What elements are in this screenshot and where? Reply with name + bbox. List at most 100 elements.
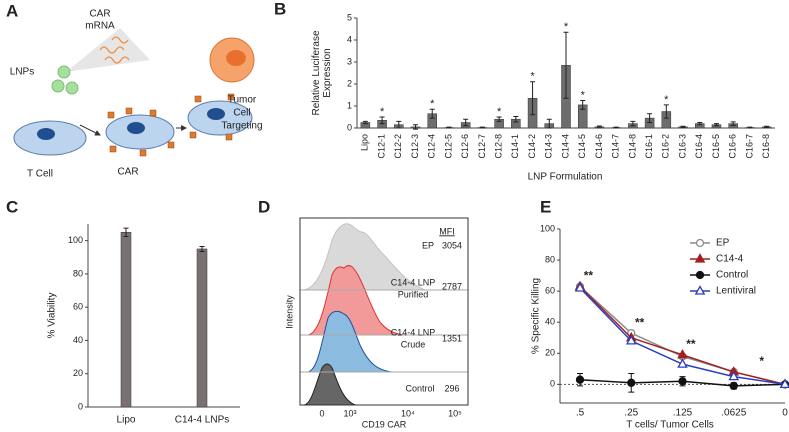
label: T Cell <box>27 169 53 180</box>
x-tick-label: C12-5 <box>443 134 453 159</box>
y-tick-label: 60 <box>73 302 83 312</box>
x-axis-label: LNP Formulation <box>528 172 603 183</box>
histogram-control <box>303 363 357 406</box>
significance: ** <box>686 337 696 351</box>
x-tick-label: Lipo <box>117 415 136 426</box>
label: Tumor <box>228 95 257 106</box>
row-label: Crude <box>401 339 426 349</box>
x-tick-label: C12-7 <box>477 134 487 159</box>
significance: * <box>380 106 385 118</box>
lnp <box>65 81 79 95</box>
y-tick-label: 2 <box>347 78 352 88</box>
significance: * <box>664 94 669 106</box>
y-tick-label: 20 <box>545 348 555 358</box>
error-bar <box>563 31 569 99</box>
point <box>575 375 585 384</box>
mfi-value: 2787 <box>442 281 462 291</box>
error-bar <box>362 120 368 125</box>
error-bar <box>730 121 736 126</box>
x-tick-label: 10³ <box>343 408 356 418</box>
y-tick-label: 80 <box>545 254 555 264</box>
x-tick-label: C14-6 <box>594 134 604 159</box>
legend-marker <box>695 238 705 248</box>
row-label: C14-4 LNP <box>391 327 436 337</box>
car-receptors <box>107 93 235 157</box>
error-bar <box>379 116 385 125</box>
significance: * <box>530 71 535 83</box>
point <box>728 370 740 381</box>
bar <box>120 232 132 408</box>
x-tick-label: .25 <box>624 408 638 419</box>
x-tick-label: C16-6 <box>728 134 738 159</box>
x-tick-label: C16-3 <box>677 134 687 159</box>
x-tick-label: C16-5 <box>711 134 721 159</box>
x-tick-label: 0 <box>319 408 324 418</box>
error-bar <box>429 108 435 119</box>
y-tick-label: 3 <box>347 56 352 66</box>
error-bar <box>647 113 653 123</box>
mfi-value: 3054 <box>442 240 462 250</box>
x-tick-label: C12-2 <box>393 134 403 159</box>
histogram-crude <box>307 310 393 373</box>
legend-label: Lentiviral <box>716 286 756 297</box>
panel-label: B <box>274 0 286 18</box>
x-tick-label: C16-7 <box>744 134 754 159</box>
mfi-value: 1351 <box>442 333 462 343</box>
panel-label: D <box>258 197 270 216</box>
nucleus <box>226 50 246 66</box>
error-bar <box>663 104 669 119</box>
error-bar <box>513 116 519 123</box>
x-tick-label: C12-1 <box>376 134 386 159</box>
error-bar <box>747 126 753 129</box>
x-tick-label: C14-1 <box>510 134 520 159</box>
x-tick-label: .5 <box>576 408 585 419</box>
error-bar <box>530 81 536 116</box>
x-tick-label: C16-2 <box>661 134 671 159</box>
legend-marker <box>695 270 705 280</box>
x-tick-label: C14-4 LNPs <box>175 415 229 426</box>
lnp <box>57 65 71 79</box>
y-tick-label: 0 <box>347 122 352 132</box>
point <box>574 282 586 292</box>
label: CAR <box>117 167 138 178</box>
row-label: EP <box>422 240 434 250</box>
point <box>625 335 637 345</box>
x-tick-label: C16-4 <box>694 134 704 159</box>
significance: ** <box>635 315 645 329</box>
line <box>579 285 786 386</box>
point <box>627 378 636 387</box>
lnp <box>51 79 65 93</box>
x-tick-label: C14-7 <box>611 134 621 159</box>
label: mRNA <box>85 21 115 32</box>
error-bar <box>580 100 586 110</box>
error-bar <box>630 120 636 127</box>
x-tick-label: C12-3 <box>410 134 420 159</box>
error-bar <box>697 122 703 126</box>
x-tick-label: 10⁴ <box>401 408 415 418</box>
point <box>677 358 688 368</box>
mrna <box>104 56 130 64</box>
x-tick-label: C14-8 <box>627 134 637 159</box>
y-tick-label: 80 <box>73 268 83 278</box>
error-bar <box>413 124 419 130</box>
error-bar <box>463 118 469 127</box>
significance: * <box>564 21 569 33</box>
mrna <box>111 36 129 44</box>
error-bar <box>546 118 552 129</box>
x-axis-label: T cells/ Tumor Cells <box>626 420 714 431</box>
nucleus <box>127 122 145 134</box>
label: CAR <box>89 9 110 20</box>
x-tick-label: 10⁵ <box>448 408 462 418</box>
row-label: Purified <box>398 289 429 299</box>
line <box>579 287 786 386</box>
error-bar <box>396 120 402 129</box>
significance: * <box>430 98 435 110</box>
x-tick-label: C14-3 <box>544 134 554 159</box>
arrow <box>79 124 101 136</box>
nucleus <box>207 108 225 120</box>
y-tick-label: 0 <box>78 401 83 411</box>
x-tick-label: C12-8 <box>493 134 503 159</box>
mfi-value: 296 <box>444 383 459 393</box>
x-tick-label: C16-8 <box>761 134 771 159</box>
error-bar <box>680 125 686 129</box>
